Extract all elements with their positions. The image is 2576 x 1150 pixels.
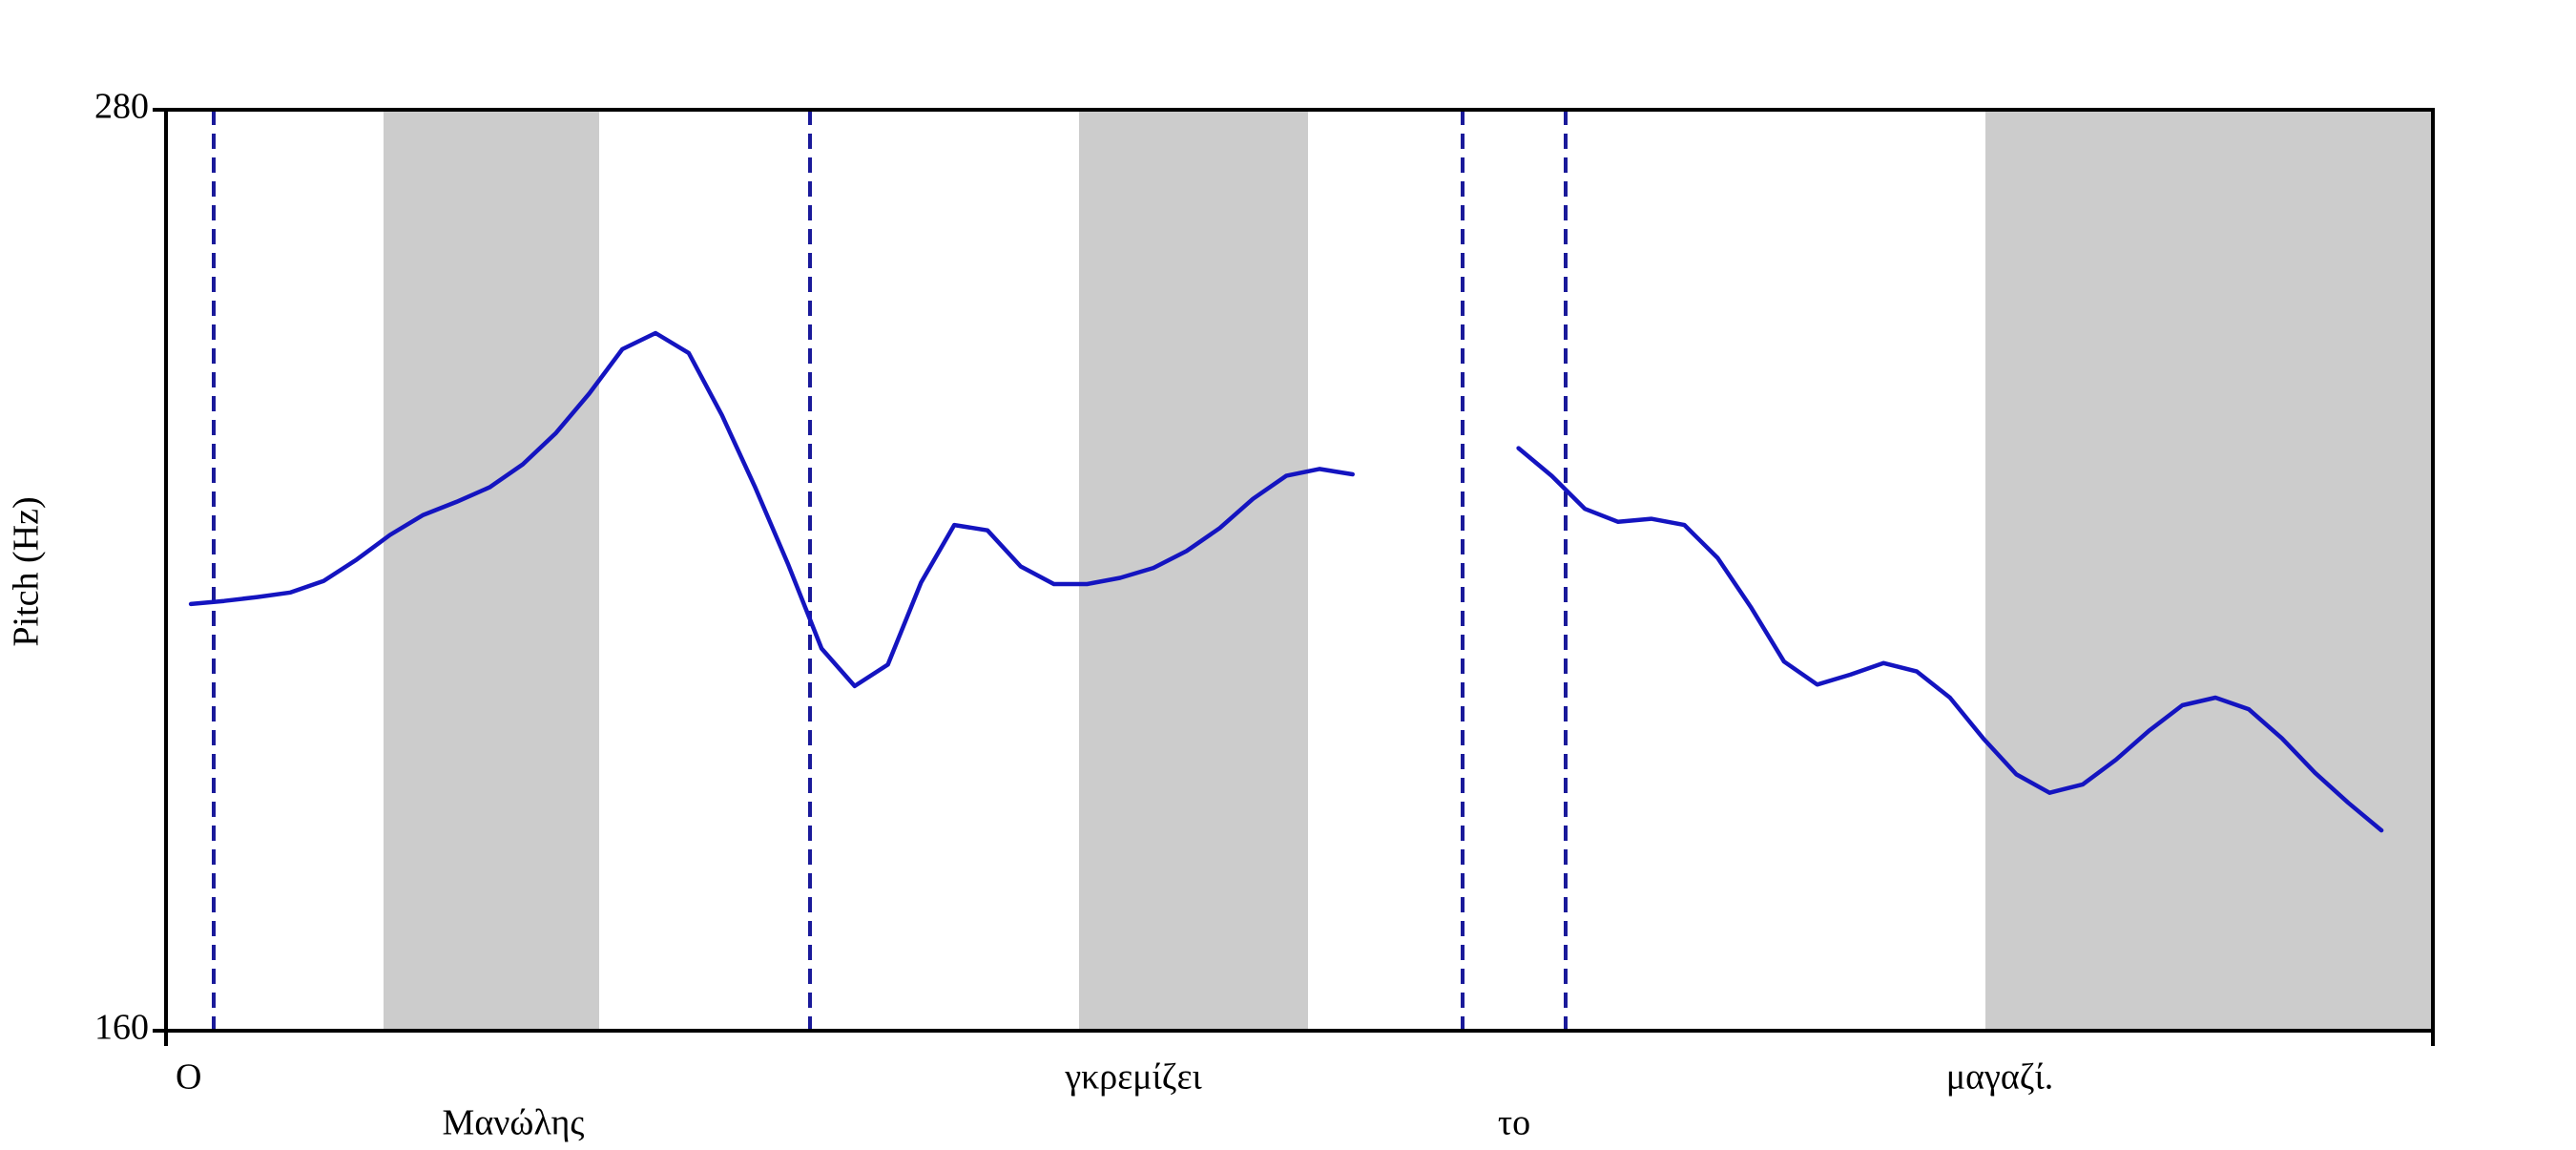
word-label: γκρεμίζει xyxy=(1064,1057,1202,1098)
stressed-syllable xyxy=(1079,110,1308,1031)
y-tick-label: 280 xyxy=(94,87,149,127)
word-label: Ο xyxy=(176,1057,201,1098)
word-label: μαγαζί. xyxy=(1946,1057,2053,1098)
word-label: το xyxy=(1498,1103,1530,1143)
stressed-syllable xyxy=(384,110,599,1031)
stressed-syllable xyxy=(1985,110,2433,1031)
word-label: Μανώλης xyxy=(443,1103,585,1143)
y-tick-label: 160 xyxy=(94,1008,149,1048)
word-boundaries xyxy=(212,110,1568,1031)
plot-frame xyxy=(164,108,2435,1033)
pitch-contour xyxy=(188,330,2384,833)
y-axis-label: Pitch (Hz) xyxy=(7,496,47,646)
